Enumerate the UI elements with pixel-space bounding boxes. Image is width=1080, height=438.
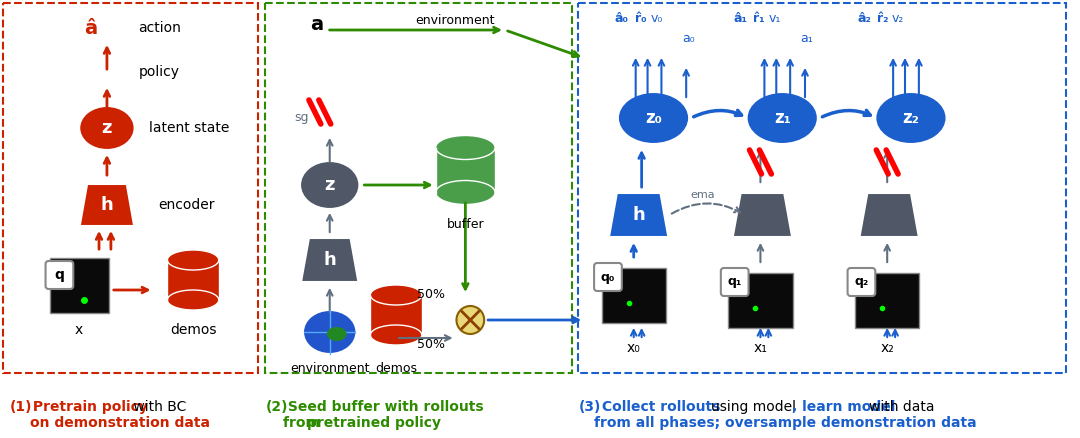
- FancyBboxPatch shape: [45, 261, 73, 289]
- Text: h: h: [632, 206, 645, 224]
- Text: from all phases; oversample demonstration data: from all phases; oversample demonstratio…: [594, 416, 976, 430]
- Text: a₀: a₀: [681, 32, 694, 45]
- Ellipse shape: [167, 250, 219, 270]
- FancyBboxPatch shape: [848, 268, 875, 296]
- Text: z: z: [102, 119, 112, 137]
- Text: â₀: â₀: [615, 11, 629, 25]
- FancyBboxPatch shape: [594, 263, 622, 291]
- Ellipse shape: [875, 92, 946, 144]
- Text: 50%: 50%: [417, 289, 445, 301]
- Text: environment: environment: [416, 14, 496, 27]
- Text: v₀: v₀: [650, 11, 663, 25]
- Text: using model: using model: [711, 400, 796, 414]
- Text: z₂: z₂: [903, 109, 919, 127]
- Text: h: h: [323, 251, 336, 269]
- Polygon shape: [435, 148, 495, 192]
- Polygon shape: [301, 238, 359, 282]
- Text: Seed buffer with rollouts: Seed buffer with rollouts: [283, 400, 484, 414]
- Text: h: h: [100, 196, 113, 214]
- Text: buffer: buffer: [446, 219, 484, 232]
- Text: pretrained policy: pretrained policy: [307, 416, 441, 430]
- Text: â₁: â₁: [733, 11, 747, 25]
- Text: (3): (3): [578, 400, 600, 414]
- Text: x₁: x₁: [754, 341, 768, 355]
- Text: â: â: [84, 18, 97, 38]
- Text: on demonstration data: on demonstration data: [30, 416, 210, 430]
- FancyBboxPatch shape: [50, 258, 109, 312]
- Text: q₁: q₁: [728, 276, 742, 289]
- FancyBboxPatch shape: [720, 268, 748, 296]
- Ellipse shape: [79, 106, 135, 150]
- Text: policy: policy: [138, 65, 179, 79]
- Text: with BC: with BC: [129, 400, 186, 414]
- Polygon shape: [732, 193, 792, 237]
- Ellipse shape: [327, 327, 347, 341]
- Text: Pretrain policy: Pretrain policy: [28, 400, 148, 414]
- Text: with data: with data: [869, 400, 935, 414]
- Text: x₂: x₂: [880, 341, 894, 355]
- Text: encoder: encoder: [159, 198, 215, 212]
- Text: action: action: [138, 21, 181, 35]
- Polygon shape: [609, 193, 669, 237]
- Ellipse shape: [370, 285, 422, 305]
- Text: a₁: a₁: [800, 32, 813, 45]
- Text: demos: demos: [375, 361, 417, 374]
- Text: z: z: [324, 176, 335, 194]
- Text: v₁: v₁: [769, 11, 782, 25]
- Ellipse shape: [303, 310, 356, 354]
- Text: q₀: q₀: [600, 271, 616, 283]
- Text: z₀: z₀: [645, 109, 662, 127]
- Text: 50%: 50%: [417, 339, 445, 352]
- Text: (2): (2): [266, 400, 288, 414]
- Ellipse shape: [435, 180, 495, 205]
- Text: sg: sg: [295, 112, 309, 124]
- Text: (1): (1): [10, 400, 32, 414]
- Text: q: q: [54, 268, 65, 282]
- Text: v₂: v₂: [892, 11, 904, 25]
- Text: demos: demos: [170, 323, 216, 337]
- Text: from: from: [283, 416, 325, 430]
- Text: latent state: latent state: [149, 121, 229, 135]
- Text: , learn model: , learn model: [792, 400, 901, 414]
- Polygon shape: [370, 295, 422, 335]
- Text: environment: environment: [289, 361, 369, 374]
- Ellipse shape: [435, 135, 495, 159]
- Polygon shape: [80, 184, 134, 226]
- Text: â₂: â₂: [858, 11, 872, 25]
- Text: q₂: q₂: [854, 276, 868, 289]
- Ellipse shape: [300, 161, 360, 209]
- Ellipse shape: [370, 325, 422, 345]
- Ellipse shape: [167, 290, 219, 310]
- Ellipse shape: [618, 92, 689, 144]
- Text: r̂₁: r̂₁: [754, 11, 766, 25]
- Text: x: x: [76, 323, 83, 337]
- Text: x₀: x₀: [626, 341, 640, 355]
- Circle shape: [457, 306, 484, 334]
- Text: a: a: [310, 15, 323, 35]
- Ellipse shape: [746, 92, 818, 144]
- FancyBboxPatch shape: [728, 272, 793, 328]
- Text: r̂₀: r̂₀: [635, 11, 647, 25]
- FancyBboxPatch shape: [602, 268, 666, 322]
- FancyBboxPatch shape: [855, 272, 919, 328]
- Polygon shape: [860, 193, 919, 237]
- Text: z₁: z₁: [773, 109, 791, 127]
- Polygon shape: [167, 260, 219, 300]
- Text: Collect rollouts: Collect rollouts: [597, 400, 726, 414]
- Text: r̂₂: r̂₂: [877, 11, 889, 25]
- Text: ema: ema: [691, 190, 715, 200]
